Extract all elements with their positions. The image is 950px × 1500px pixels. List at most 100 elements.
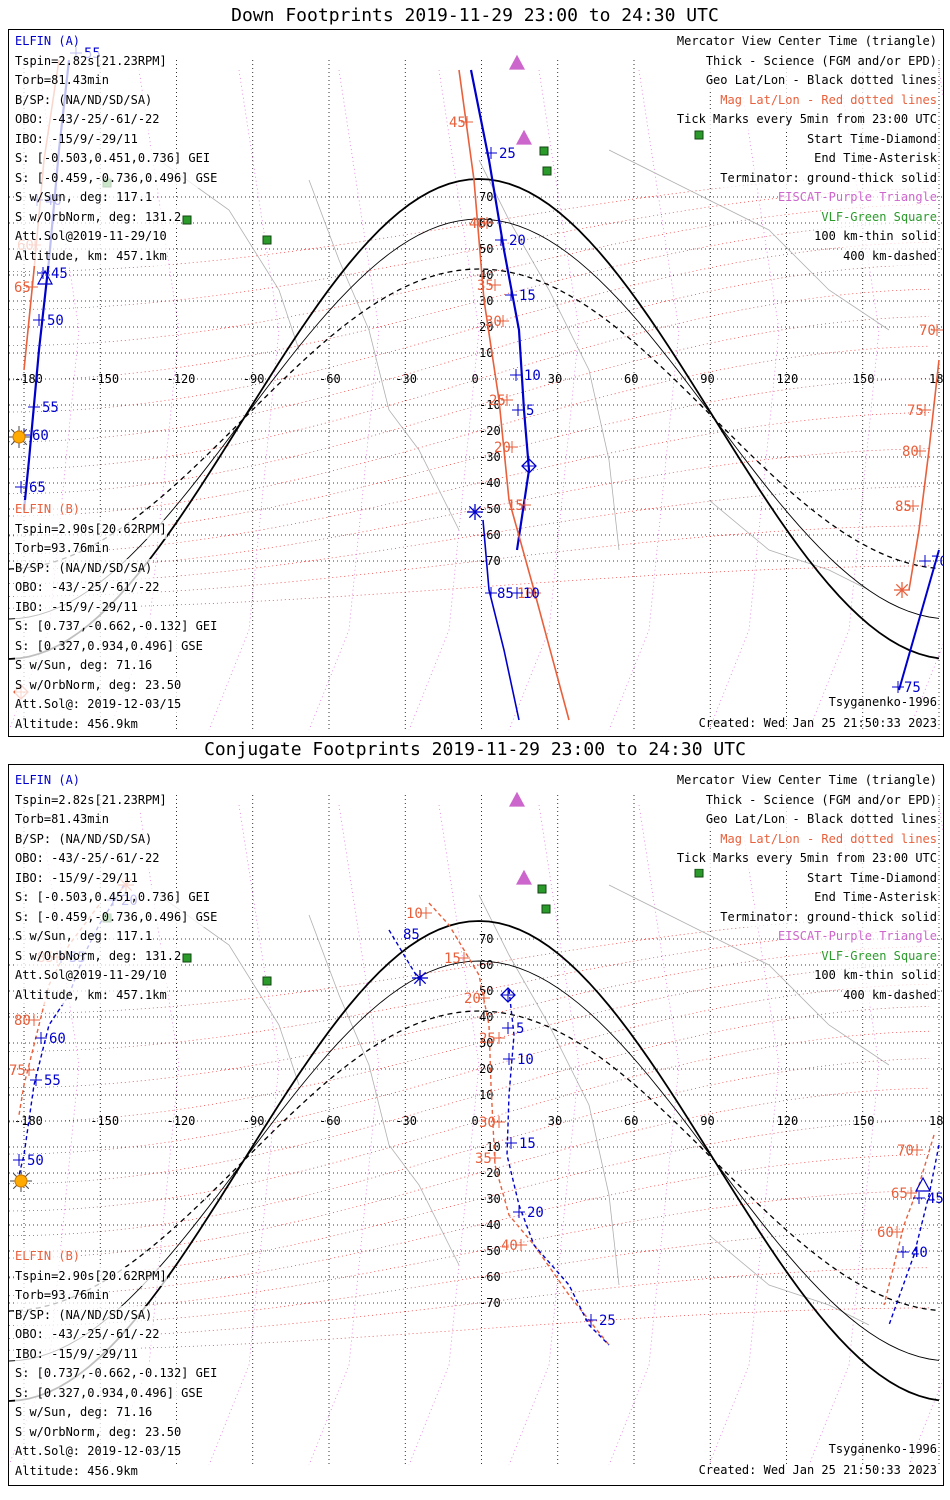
mag-meridian	[308, 804, 380, 1466]
created-timestamp: Created: Wed Jan 25 21:50:33 2023	[698, 716, 937, 730]
mag-meridian	[408, 804, 480, 1466]
legend-item: Terminator: ground-thick solid	[720, 168, 937, 188]
mag-meridian	[308, 69, 380, 731]
coastline	[708, 499, 870, 591]
lat-label: 10	[479, 1088, 493, 1102]
coastline	[308, 914, 460, 1266]
legend-item: 100 km-thin solid	[814, 227, 937, 247]
sat-b-line: S: [0.737,-0.662,-0.132] GEI	[15, 617, 218, 637]
legend-item: VLF-Green Square	[821, 207, 937, 227]
lon-label: 60	[624, 372, 638, 386]
mag-tick-label: 70	[897, 1143, 914, 1159]
end-asterisk-icon	[413, 971, 427, 985]
track-tick-label: 85	[497, 586, 514, 602]
sat-a-info: ELFIN (A) Tspin=2.82s[21.23RPM] Torb=81.…	[15, 771, 218, 1005]
lon-label: 0	[472, 372, 479, 386]
sat-a-line: S w/Sun, deg: 117.1	[15, 188, 153, 208]
lat-label: 10	[479, 346, 493, 360]
start-diamond-icon	[521, 458, 537, 474]
lat-label: -60	[479, 1270, 501, 1284]
mag-meridian	[208, 69, 280, 731]
vlf-square-icon	[262, 976, 272, 986]
sat-b-line: Att.Sol@: 2019-12-03/15	[15, 1442, 182, 1462]
mag-parallel	[9, 565, 930, 609]
track-tick-label: 25	[599, 1313, 616, 1329]
vlf-square-icon	[539, 146, 549, 156]
track-tick-label: 60	[49, 1031, 66, 1047]
sat-a-line: B/SP: (NA/ND/SD/SA)	[15, 829, 153, 849]
vlf-square-icon	[541, 904, 551, 914]
down-footprint-map: -180-150-120-90-60-300306090120150180706…	[8, 29, 944, 737]
geo-grid: -180-150-120-90-60-300306090120150180706…	[9, 795, 943, 1465]
mag-tick-label: 35	[477, 278, 494, 294]
mag-tick-label: 70	[919, 323, 936, 339]
mag-tick-label: 15	[444, 951, 461, 967]
elfin-b-track	[908, 359, 940, 591]
lat-label: 20	[479, 320, 493, 334]
vlf-square-icon	[182, 215, 192, 225]
legend-item: EISCAT-Purple Triangle	[778, 927, 937, 947]
sat-a-line: Torb=81.43min	[15, 71, 109, 91]
legend-item: Thick - Science (FGM and/or EPD)	[705, 51, 937, 71]
sat-b-name: ELFIN (B)	[15, 1247, 81, 1267]
lon-label: 150	[853, 372, 875, 386]
mag-parallel	[9, 486, 930, 584]
vlf-square-icon	[542, 166, 552, 176]
lon-label: -120	[167, 1114, 196, 1128]
mag-parallel	[9, 983, 930, 1155]
mag-tick-label: 60	[877, 1225, 894, 1241]
model-name: Tsyganenko-1996	[828, 695, 937, 709]
sat-a-line: Torb=81.43min	[15, 810, 109, 830]
mag-meridian	[608, 69, 680, 731]
sat-b-line: Tspin=2.90s[20.62RPM]	[15, 1266, 167, 1286]
mag-parallel	[9, 1307, 930, 1351]
legend-item: Tick Marks every 5min from 23:00 UTC	[676, 110, 937, 130]
lat-label: -70	[479, 554, 501, 568]
elfin-b-conjugate-track	[388, 929, 420, 981]
mag-tick-label: 65	[14, 280, 31, 296]
lon-label: -120	[167, 372, 196, 386]
mag-tick-label: 45	[449, 115, 466, 131]
sat-b-line: S w/OrbNorm, deg: 23.50	[15, 675, 182, 695]
lon-label: -30	[395, 1114, 417, 1128]
coastline	[308, 179, 460, 531]
mag-meridian	[408, 69, 480, 731]
down-panel-title: Down Footprints 2019-11-29 23:00 to 24:3…	[231, 5, 719, 26]
lat-label: -30	[479, 1192, 501, 1206]
track-tick-label: 20	[509, 233, 526, 249]
track-tick-label: 60	[32, 428, 49, 444]
legend-item: Mercator View Center Time (triangle)	[676, 771, 937, 791]
vlf-square-icon	[182, 953, 192, 963]
mag-parallel	[9, 241, 930, 413]
lon-label: 180	[929, 372, 943, 386]
mag-parallel	[9, 1087, 930, 1259]
lon-label: -30	[395, 372, 417, 386]
lat-label: 50	[479, 242, 493, 256]
mag-tick-label: 25	[489, 393, 506, 409]
map-legend: Mercator View Center Time (triangle) Thi…	[676, 771, 937, 1005]
mag-tick-label: 85	[895, 499, 912, 515]
vlf-square-icon	[694, 130, 704, 140]
track-tick-label: 55	[42, 400, 59, 416]
sat-a-line: Tspin=2.82s[21.23RPM]	[15, 790, 167, 810]
lat-label: -30	[479, 450, 501, 464]
end-asterisk-icon	[895, 583, 909, 597]
lon-label: 0	[472, 1114, 479, 1128]
down-map-canvas: -180-150-120-90-60-300306090120150180706…	[9, 46, 943, 731]
coastline	[478, 159, 620, 551]
lat-label: -70	[479, 1296, 501, 1310]
track-tick-label: 50	[47, 313, 64, 329]
track-tick-label: 70	[931, 554, 943, 570]
coastlines	[158, 149, 890, 591]
sat-a-line: Altitude, km: 457.1km	[15, 985, 167, 1005]
legend-item: Tick Marks every 5min from 23:00 UTC	[676, 849, 937, 869]
track-tick-label: 45	[927, 1191, 943, 1207]
elfin-a-mag-track	[883, 1134, 935, 1306]
legend-item: 100 km-thin solid	[814, 966, 937, 986]
elfin-a-conjugate-track	[506, 989, 610, 1346]
tracks	[18, 884, 940, 1346]
track-tick-label: 40	[911, 1245, 928, 1261]
legend-item: Mercator View Center Time (triangle)	[676, 32, 937, 52]
mag-parallel	[9, 448, 930, 570]
track-tick-label: 15	[519, 1136, 536, 1152]
